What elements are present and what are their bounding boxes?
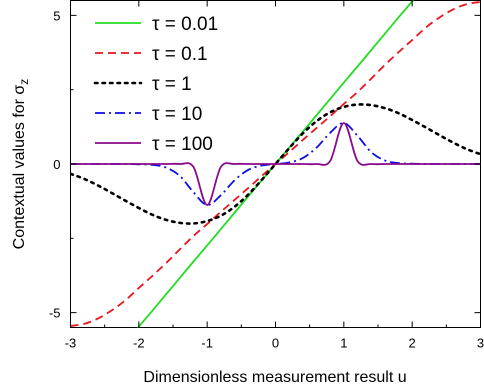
y-tick-label: 5 bbox=[53, 8, 60, 23]
series-layer bbox=[70, 0, 481, 328]
y-tick-label: 0 bbox=[53, 157, 60, 172]
y-axis-title: Contextual values for σz bbox=[11, 79, 31, 250]
x-tick-label: 3 bbox=[477, 336, 484, 351]
series-line-3 bbox=[70, 103, 481, 225]
legend-label-2: τ = 0.1 bbox=[152, 44, 208, 65]
tick-layer: -3 -2 -1 0 1 2 3 -5 0 5 bbox=[49, 0, 484, 351]
x-tick-label: -1 bbox=[201, 336, 213, 351]
legend-label-5: τ = 100 bbox=[152, 134, 213, 155]
legend: τ = 0.01 τ = 0.1 τ = 1 τ = 10 τ = 100 bbox=[93, 14, 218, 155]
y-tick-label: -5 bbox=[49, 306, 61, 321]
x-axis-title: Dimensionless measurement result u bbox=[143, 369, 406, 386]
x-tick-label: 0 bbox=[272, 336, 279, 351]
x-tick-label: -2 bbox=[133, 336, 145, 351]
legend-label-1: τ = 0.01 bbox=[152, 14, 218, 35]
x-tick-label: 2 bbox=[409, 336, 416, 351]
series-line-1 bbox=[136, 0, 415, 328]
y-axis-title-subscript: z bbox=[17, 79, 31, 85]
legend-label-3: τ = 1 bbox=[152, 74, 192, 95]
legend-label-4: τ = 10 bbox=[152, 104, 202, 125]
y-axis-title-main: Contextual values for σ bbox=[11, 85, 28, 250]
x-tick-label: -3 bbox=[65, 336, 77, 351]
x-tick-label: 1 bbox=[340, 336, 347, 351]
series-line-5 bbox=[70, 122, 481, 206]
